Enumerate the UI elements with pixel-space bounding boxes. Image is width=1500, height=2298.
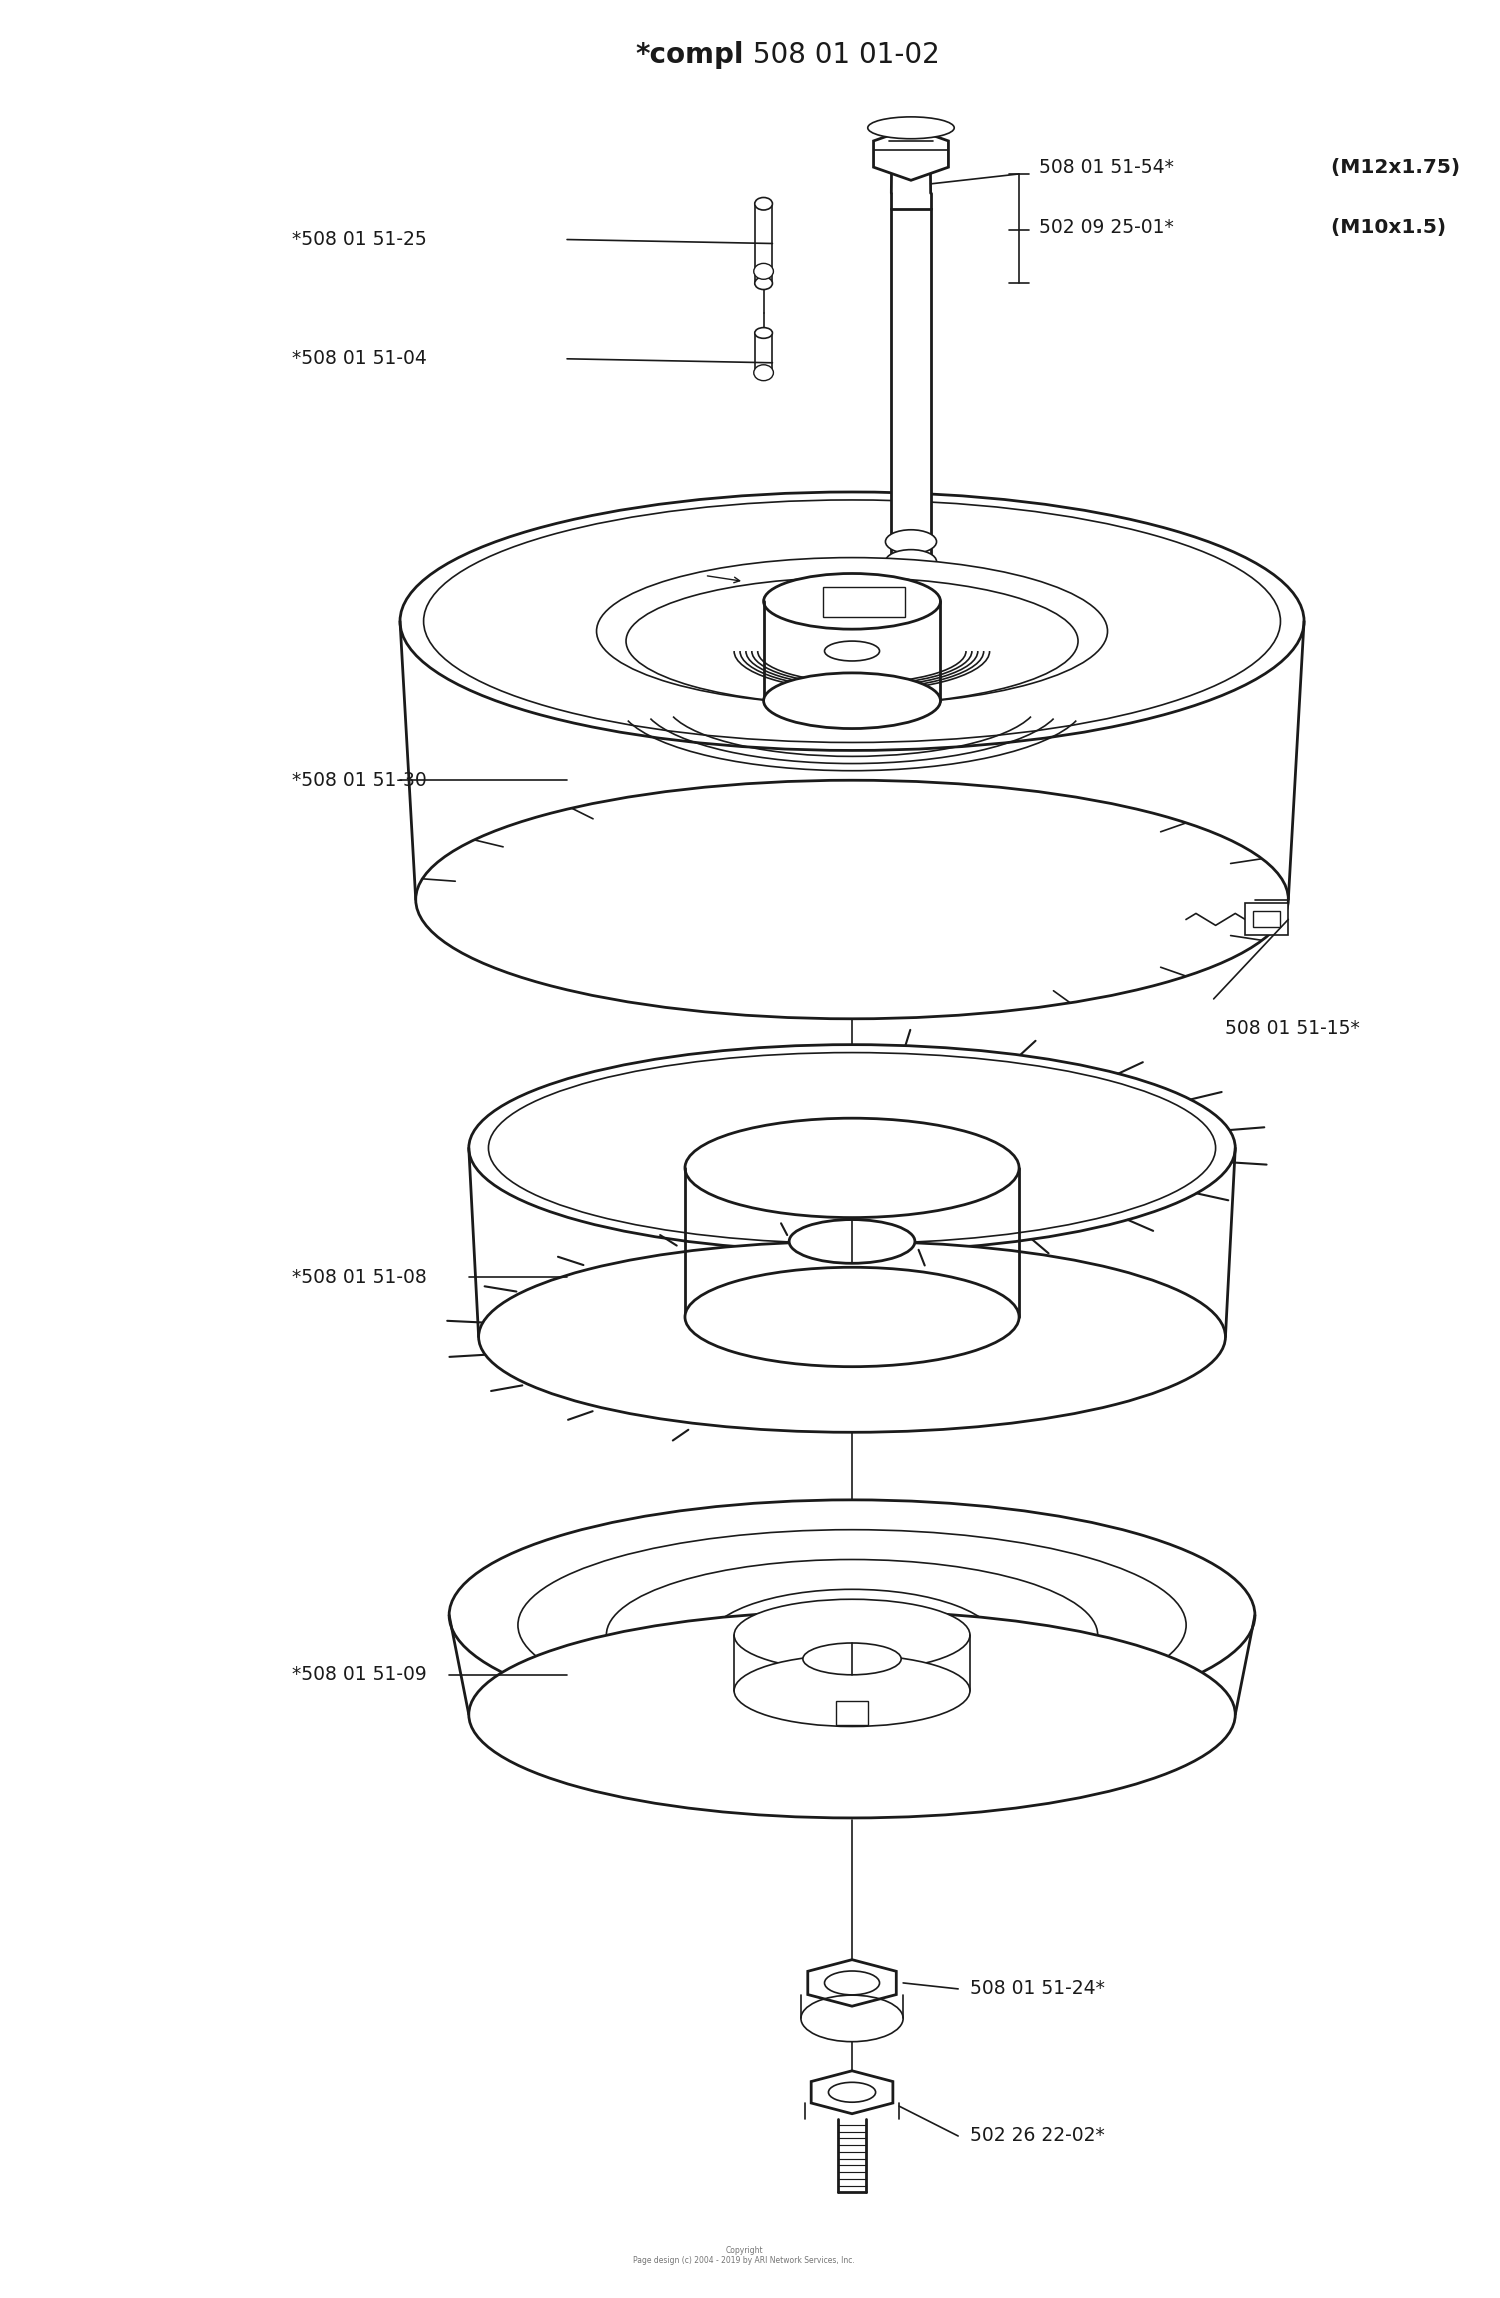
Ellipse shape bbox=[789, 1220, 915, 1264]
Polygon shape bbox=[812, 2070, 892, 2114]
Ellipse shape bbox=[825, 1972, 879, 1995]
Text: 508 01 01-02: 508 01 01-02 bbox=[744, 41, 939, 69]
Text: *508 01 51-25: *508 01 51-25 bbox=[292, 230, 426, 248]
Ellipse shape bbox=[764, 574, 940, 630]
Ellipse shape bbox=[885, 531, 936, 554]
Text: *508 01 51-08: *508 01 51-08 bbox=[292, 1268, 426, 1287]
Bar bbox=[1252, 912, 1281, 928]
Polygon shape bbox=[873, 129, 948, 179]
Ellipse shape bbox=[754, 329, 772, 338]
Bar bbox=[891, 209, 930, 572]
Ellipse shape bbox=[597, 558, 1107, 705]
Ellipse shape bbox=[705, 1590, 999, 1701]
Ellipse shape bbox=[734, 1599, 970, 1671]
Bar bbox=[754, 205, 772, 283]
Text: *508 01 51-30: *508 01 51-30 bbox=[292, 770, 426, 791]
Ellipse shape bbox=[754, 198, 772, 209]
Ellipse shape bbox=[686, 1119, 1018, 1218]
Text: *508 01 51-04: *508 01 51-04 bbox=[292, 349, 427, 368]
Text: 508 01 51-15*: 508 01 51-15* bbox=[1226, 1020, 1360, 1039]
Ellipse shape bbox=[518, 1530, 1186, 1721]
Ellipse shape bbox=[754, 264, 774, 280]
Ellipse shape bbox=[754, 368, 772, 379]
Text: 502 26 22-02*: 502 26 22-02* bbox=[970, 2126, 1104, 2146]
Text: 508 01 51-24*: 508 01 51-24* bbox=[970, 1979, 1106, 1999]
Ellipse shape bbox=[626, 577, 1078, 705]
Text: ARIPartStream™: ARIPartStream™ bbox=[906, 1170, 1034, 1186]
Bar bbox=[754, 333, 772, 372]
Text: 502 09 25-01*: 502 09 25-01* bbox=[1038, 218, 1173, 237]
Polygon shape bbox=[808, 1960, 897, 2006]
Ellipse shape bbox=[489, 1052, 1215, 1243]
Bar bbox=[822, 588, 904, 618]
Ellipse shape bbox=[802, 1643, 901, 1675]
Ellipse shape bbox=[686, 1266, 1018, 1367]
Ellipse shape bbox=[470, 1611, 1236, 1818]
Bar bbox=[837, 1701, 868, 1724]
Ellipse shape bbox=[470, 1046, 1236, 1252]
Text: *508 01 51-09: *508 01 51-09 bbox=[292, 1666, 426, 1684]
Ellipse shape bbox=[754, 278, 772, 290]
Ellipse shape bbox=[764, 673, 940, 728]
Ellipse shape bbox=[828, 2082, 876, 2103]
Ellipse shape bbox=[885, 549, 936, 574]
Ellipse shape bbox=[754, 365, 774, 381]
Ellipse shape bbox=[400, 492, 1304, 751]
Text: *compl: *compl bbox=[636, 41, 744, 69]
Ellipse shape bbox=[734, 1655, 970, 1726]
Ellipse shape bbox=[416, 781, 1288, 1018]
Text: (M10x1.5): (M10x1.5) bbox=[1323, 218, 1446, 237]
Text: Copyright
Page design (c) 2004 - 2019 by ARI Network Services, Inc.: Copyright Page design (c) 2004 - 2019 by… bbox=[633, 2245, 855, 2266]
Ellipse shape bbox=[478, 1241, 1226, 1432]
Ellipse shape bbox=[606, 1560, 1098, 1710]
Bar bbox=[1245, 903, 1288, 935]
Ellipse shape bbox=[868, 117, 954, 138]
Ellipse shape bbox=[448, 1501, 1256, 1730]
Text: 508 01 51-54*: 508 01 51-54* bbox=[1038, 159, 1173, 177]
Text: (M12x1.75): (M12x1.75) bbox=[1323, 159, 1460, 177]
Ellipse shape bbox=[825, 641, 879, 662]
Ellipse shape bbox=[423, 501, 1281, 742]
